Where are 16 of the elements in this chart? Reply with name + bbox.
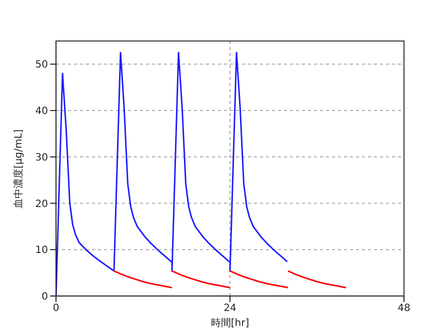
y-tick-label: 30 xyxy=(35,152,48,164)
line-series xyxy=(171,270,231,288)
y-tick-label: 20 xyxy=(35,198,48,210)
y-axis-title: 血中濃度[μg/mL] xyxy=(12,129,25,208)
line-series xyxy=(113,270,173,288)
y-tick-label: 50 xyxy=(35,60,48,71)
line-series xyxy=(56,52,288,296)
x-tick-label: 48 xyxy=(398,303,410,314)
line-series xyxy=(287,270,347,288)
y-tick-label: 40 xyxy=(35,106,48,118)
x-axis-title: 時間[hr] xyxy=(210,317,250,329)
line-series xyxy=(229,270,289,288)
x-tick-label: 24 xyxy=(224,303,236,314)
y-tick-label: 0 xyxy=(42,292,48,303)
x-tick-label: 0 xyxy=(52,303,60,314)
y-tick-label: 10 xyxy=(35,245,48,256)
